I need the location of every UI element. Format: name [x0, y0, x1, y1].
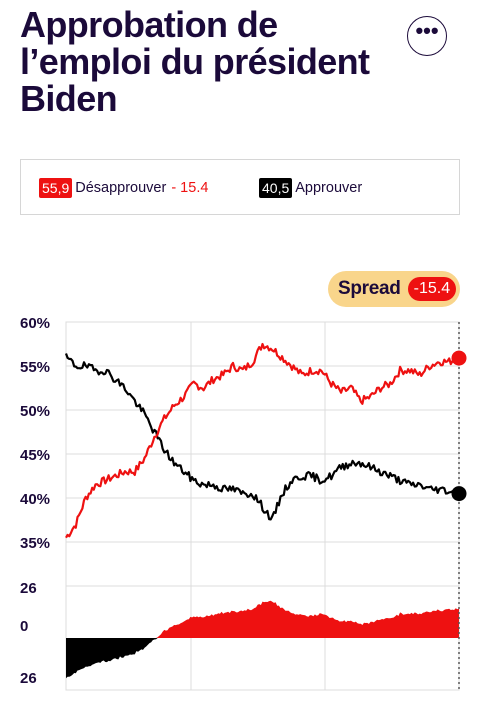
disapprove-label: Désapprouver — [75, 180, 167, 196]
y-tick-label: 55% — [20, 359, 50, 376]
y-tick-label: 45% — [20, 447, 50, 464]
legend-approve[interactable]: 40,5 Approuver — [259, 178, 362, 198]
ellipsis-icon: ••• — [415, 18, 439, 43]
approve-value-badge: 40,5 — [259, 178, 293, 198]
more-options-button[interactable]: ••• — [407, 16, 447, 56]
disapprove-spread: - 15.4 — [171, 180, 209, 196]
series-line-approuver — [64, 353, 460, 521]
y-tick-label: 40% — [20, 491, 50, 508]
series-line-desapprouver — [65, 342, 461, 539]
plot-frame — [65, 321, 460, 691]
spread-area-approve — [66, 638, 459, 679]
approve-label: Approuver — [295, 180, 363, 196]
y-tick-label: 50% — [20, 403, 50, 420]
legend-disapprove[interactable]: 55,9 Désapprouver - 15.4 — [39, 178, 208, 198]
spread-label: Spread — [338, 278, 401, 299]
approval-chart: 60% 55% 50% 45% 40% 35% 26 0 26 — [20, 315, 467, 691]
spread-tick-label: 26 — [20, 670, 37, 687]
chart-legend: 55,9 Désapprouver - 15.4 40,5 Approuver — [20, 159, 460, 215]
spread-value-badge: -15.4 — [407, 277, 457, 301]
spread-tick-label: 0 — [20, 618, 28, 635]
spread-tick-label: 26 — [20, 580, 37, 597]
y-tick-label: 35% — [20, 535, 50, 552]
page-title: Approbation de l’emploi du président Bid… — [20, 4, 370, 119]
end-point-approuver — [451, 486, 467, 502]
y-tick-label: 60% — [20, 315, 50, 332]
disapprove-value-badge: 55,9 — [39, 178, 73, 198]
end-point-desapprouver — [451, 350, 467, 366]
spread-indicator: Spread -15.4 — [328, 271, 460, 307]
spread-area-disapprove — [66, 600, 459, 638]
